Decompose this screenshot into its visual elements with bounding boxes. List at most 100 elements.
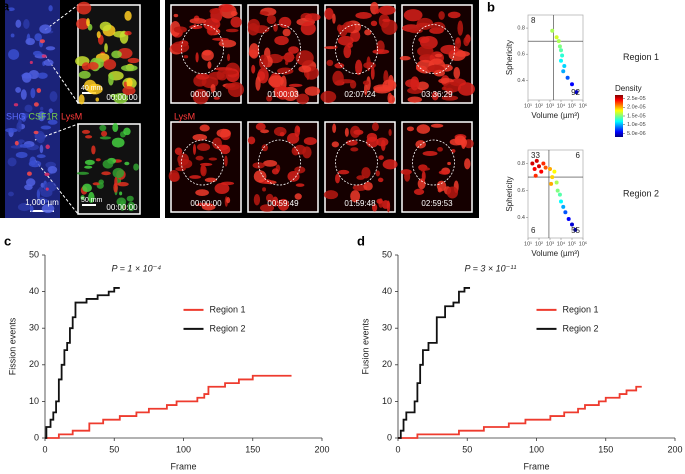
x-tick-label: 50	[109, 444, 119, 454]
cell-blob	[362, 80, 370, 85]
point	[574, 90, 579, 95]
y-tick-label: 20	[29, 359, 39, 369]
cell-blob	[203, 18, 221, 31]
cell-blob	[295, 183, 305, 187]
cell-blob	[114, 176, 118, 188]
cell-blob	[261, 144, 269, 152]
channel-label: LysM	[174, 111, 195, 121]
x-tick-label: 100	[529, 444, 544, 454]
cell-blob	[43, 59, 54, 66]
cell-blob	[14, 140, 19, 146]
tracked-outline	[181, 139, 224, 186]
cell-blob	[113, 30, 127, 38]
cell-blob	[207, 61, 212, 69]
tracked-outline	[335, 24, 378, 74]
cell-blob	[410, 76, 420, 91]
cell-blob	[37, 72, 48, 79]
quadrant-count: 33	[531, 151, 540, 160]
cell-blob	[7, 7, 15, 12]
cell-blob	[366, 56, 371, 72]
cell-blob	[355, 12, 372, 19]
cell-blob	[85, 135, 93, 139]
cell-blob	[251, 64, 256, 74]
cell-blob	[47, 119, 58, 125]
cell-blob	[44, 172, 50, 177]
y-tick-label: 30	[29, 323, 39, 333]
y-tick-label: 50	[29, 249, 39, 259]
x-tick-label: 10²	[535, 241, 543, 247]
timestamp: 00:00:00	[106, 203, 138, 212]
cell-blob	[124, 161, 130, 166]
cell-blob	[273, 23, 278, 32]
x-tick-label: 10⁴	[557, 102, 566, 109]
scale-label: 40 mm	[81, 85, 103, 92]
cell-blob	[418, 167, 431, 171]
cell-blob	[7, 157, 17, 167]
cell-blob	[48, 108, 53, 114]
cell-blob	[332, 123, 337, 134]
cell-blob	[224, 83, 240, 91]
cell-blob	[285, 60, 289, 66]
x-axis-label: Frame	[523, 461, 549, 471]
quadrant-count: 6	[576, 151, 581, 160]
point	[557, 192, 562, 197]
point	[554, 35, 559, 40]
plot-frame	[527, 149, 584, 239]
cell-blob	[377, 177, 384, 183]
cell-blob	[169, 172, 180, 182]
cell-blob	[422, 151, 438, 156]
cell-blob	[195, 73, 210, 80]
x-tick-label: 10⁶	[579, 240, 587, 247]
cell-blob	[216, 128, 231, 138]
x-tick-label: 150	[598, 444, 613, 454]
series-line	[45, 287, 120, 439]
cell-blob	[23, 18, 30, 30]
cell-blob	[437, 146, 443, 152]
cell-blob	[201, 49, 214, 61]
x-tick-label: 10²	[535, 103, 543, 109]
cell-blob	[15, 19, 22, 28]
cell-blob	[441, 95, 459, 101]
cell-blob	[302, 146, 312, 159]
cell-blob	[86, 18, 90, 27]
cell-blob	[257, 67, 269, 84]
cell-blob	[421, 170, 426, 182]
cell-blob	[320, 90, 337, 103]
cell-blob	[112, 167, 125, 179]
y-tick-label: 0.8	[517, 26, 525, 32]
y-tick-label: 40	[382, 286, 392, 296]
cell-blob	[95, 97, 100, 102]
cell-blob	[126, 78, 133, 88]
tracked-outline	[258, 139, 301, 186]
cell-blob	[124, 31, 132, 36]
cell-blob	[78, 70, 91, 79]
cell-blob	[16, 121, 22, 133]
p-value: P = 1 × 10⁻⁴	[111, 263, 161, 273]
cell-blob	[218, 3, 234, 13]
timestamp: 01:59:48	[344, 199, 376, 208]
cell-blob	[117, 181, 129, 187]
cell-blob	[272, 196, 279, 207]
cell-blob	[260, 129, 270, 134]
point	[561, 204, 566, 209]
cell-blob	[99, 136, 112, 140]
point	[563, 210, 568, 215]
cell-blob	[102, 159, 114, 169]
x-tick-label: 10³	[546, 241, 554, 247]
cell-blob	[260, 204, 275, 212]
colorbar-tick-label: 2.0e-05	[627, 105, 646, 111]
cell-blob	[174, 147, 183, 155]
cell-blob	[37, 111, 46, 122]
cell-blob	[226, 197, 231, 204]
cell-blob	[19, 143, 32, 148]
scale-bar	[82, 204, 96, 206]
point	[533, 173, 538, 178]
cell-blob	[82, 183, 92, 193]
cell-blob	[81, 129, 91, 134]
cell-blob	[333, 45, 338, 49]
cell-blob	[288, 46, 300, 54]
cell-blob	[446, 186, 459, 199]
cell-blob	[387, 92, 393, 104]
cell-blob	[266, 95, 273, 102]
